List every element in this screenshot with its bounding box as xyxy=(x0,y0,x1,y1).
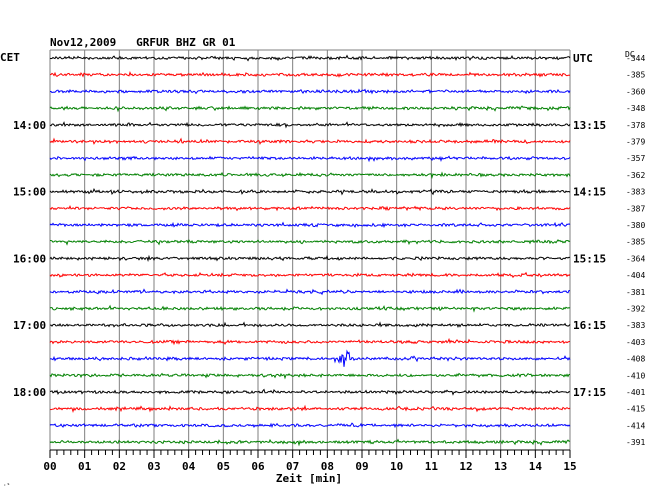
traces xyxy=(49,54,571,447)
dc-offset-label: -383 xyxy=(626,321,645,330)
trace-row-20 xyxy=(50,388,571,396)
dc-offset-label: -387 xyxy=(626,204,645,213)
trace-row-12 xyxy=(49,254,571,262)
dc-offset-label: -357 xyxy=(626,154,645,163)
left-time-label: 18:00 xyxy=(13,386,46,399)
x-axis: 00 01 02 03 04 05 06 07 08 09 10 11 12 13 14 15 xyxy=(43,449,577,473)
trace-row-19 xyxy=(49,372,570,380)
dc-offset-label: -401 xyxy=(626,388,645,397)
trace-row-15 xyxy=(49,304,571,313)
x-tick-label: 11 xyxy=(425,460,439,473)
x-tick-label: 08 xyxy=(321,460,334,473)
trace-row-9 xyxy=(49,205,571,212)
dc-offset-label: -348 xyxy=(626,104,645,113)
trace-row-17 xyxy=(49,337,571,346)
dc-offset-label: -344 xyxy=(626,54,645,63)
right-time-label: 14:15 xyxy=(573,186,606,199)
dc-offset-label: -383 xyxy=(626,188,645,197)
x-tick-label: 13 xyxy=(494,460,507,473)
trace-row-16 xyxy=(49,321,571,329)
chart-title: Nov12,2009 GRFUR BHZ GR 01 xyxy=(50,36,236,49)
dc-offset-label: -379 xyxy=(626,138,645,147)
dc-offset-label: -391 xyxy=(626,438,645,447)
trace-row-18 xyxy=(49,349,571,367)
trace-row-8 xyxy=(49,188,571,196)
left-time-label: 15:00 xyxy=(13,186,46,199)
left-time-label: 14:00 xyxy=(13,119,46,132)
trace-row-1 xyxy=(49,71,571,78)
trace-row-7 xyxy=(49,171,571,180)
dc-offset-label: -385 xyxy=(626,238,645,247)
grid xyxy=(49,49,571,450)
dc-offset-label: -410 xyxy=(626,371,645,380)
trace-row-0 xyxy=(49,54,571,62)
left-time-label: 17:00 xyxy=(13,319,46,332)
trace-row-5 xyxy=(49,137,571,146)
dc-offset-label: -380 xyxy=(626,221,645,230)
dc-offset-label: -378 xyxy=(626,121,645,130)
x-tick-label: 14 xyxy=(529,460,543,473)
dc-offset-label: -414 xyxy=(626,421,645,430)
right-time-label: 15:15 xyxy=(573,252,606,265)
trace-row-11 xyxy=(50,239,571,246)
left-zone-label: CET xyxy=(0,51,20,64)
x-tick-label: 10 xyxy=(390,460,403,473)
trace-row-21 xyxy=(49,404,571,414)
x-tick-label: 07 xyxy=(286,460,299,473)
x-tick-label: 12 xyxy=(459,460,472,473)
left-time-labels: 14:00 15:00 16:00 17:00 18:00 xyxy=(13,119,46,399)
right-time-labels: UTC 13:15 14:15 15:15 16:15 17:15 xyxy=(573,52,606,399)
dc-offset-label: -381 xyxy=(626,288,645,297)
x-tick-label: 04 xyxy=(182,460,196,473)
x-tick-label: 05 xyxy=(217,460,230,473)
dc-offset-label: -404 xyxy=(626,271,645,280)
x-tick-label: 06 xyxy=(251,460,265,473)
x-axis-label: Zeit [min] xyxy=(276,472,342,485)
trace-row-6 xyxy=(49,155,571,163)
x-tick-label: 03 xyxy=(147,460,160,473)
x-tick-label: 00 xyxy=(43,460,56,473)
dc-offset-label: -385 xyxy=(626,71,645,80)
trace-row-10 xyxy=(49,221,571,229)
trace-row-4 xyxy=(49,121,571,129)
left-time-label: 16:00 xyxy=(13,252,46,265)
trace-row-14 xyxy=(49,288,571,296)
x-tick-label: 02 xyxy=(113,460,126,473)
dc-offset-labels: -344 -385 -360 -348 -378 -379 -357 -362 -383 -387… xyxy=(626,54,645,447)
x-tick-label: 01 xyxy=(78,460,92,473)
trace-row-13 xyxy=(49,271,571,279)
right-time-label: 16:15 xyxy=(573,319,606,332)
dc-label: DC xyxy=(625,50,635,59)
dc-offset-label: -408 xyxy=(626,355,645,364)
trace-row-2 xyxy=(50,88,571,95)
x-tick-label: 09 xyxy=(355,460,368,473)
x-tick-label: 15 xyxy=(563,460,576,473)
corner-mark: ·ˢ xyxy=(3,482,10,489)
dc-offset-label: -362 xyxy=(626,171,645,180)
dc-offset-label: -360 xyxy=(626,87,645,96)
right-time-label: 13:15 xyxy=(573,119,606,132)
trace-row-23 xyxy=(49,438,571,447)
dc-offset-label: -415 xyxy=(626,405,645,414)
trace-row-22 xyxy=(49,422,571,429)
dc-offset-label: -403 xyxy=(626,338,645,347)
dc-offset-label: -364 xyxy=(626,254,645,263)
right-time-label: UTC xyxy=(573,52,593,65)
right-time-label: 17:15 xyxy=(573,386,606,399)
dc-offset-label: -392 xyxy=(626,305,645,314)
trace-row-3 xyxy=(49,105,571,113)
